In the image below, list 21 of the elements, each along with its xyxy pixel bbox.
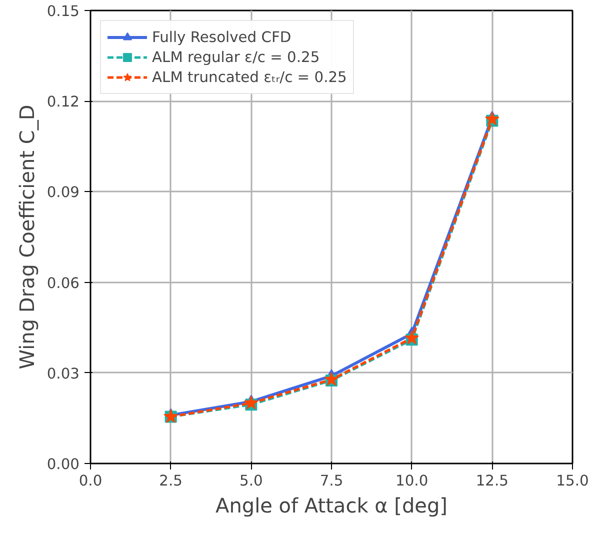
x-tick-label: 12.5 [476, 472, 508, 490]
y-tick-label: 0.12 [46, 94, 80, 111]
point [404, 330, 419, 344]
x-tick-label: 10.0 [396, 472, 428, 490]
legend-label: ALM regular ε/c = 0.25 [152, 48, 320, 66]
x-tick-label: 7.5 [320, 472, 344, 490]
point [485, 112, 500, 126]
x-tick-label: 5.0 [240, 472, 263, 490]
y-tick-label: 0.03 [46, 365, 80, 382]
legend-label: ALM truncated εₜᵣ/c = 0.25 [152, 68, 347, 86]
x-tick-label: 0.0 [78, 472, 102, 490]
legend-label: Fully Resolved CFD [152, 28, 292, 46]
y-tick-label: 0.15 [46, 3, 80, 20]
x-tick-label: 15.0 [556, 472, 589, 490]
point [244, 396, 258, 410]
y-axis-title: Wing Drag Coefficient C_D [14, 104, 39, 370]
x-axis-title: Angle of Attack α [deg] [216, 494, 448, 518]
y-tick-label: 0.06 [46, 274, 80, 292]
y-tick-label: 0.09 [46, 184, 80, 202]
y-tick-label: 0.00 [46, 456, 80, 473]
x-tick-label: 2.5 [159, 472, 182, 490]
